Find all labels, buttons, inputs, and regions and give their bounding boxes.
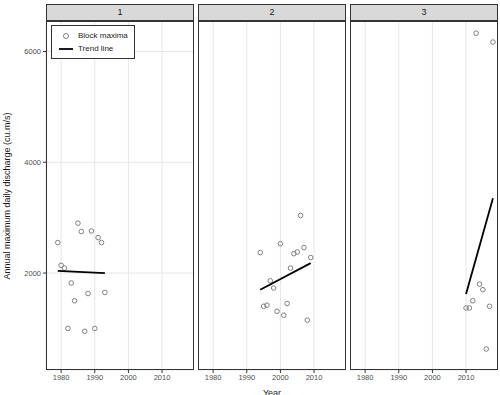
svg-text:1990: 1990: [238, 373, 255, 382]
svg-text:4000: 4000: [24, 158, 41, 167]
svg-text:2010: 2010: [154, 373, 171, 382]
svg-text:2010: 2010: [306, 373, 323, 382]
html-text:Block maxima: Block maxima: [78, 31, 128, 40]
svg-text:2000: 2000: [272, 373, 289, 382]
html-text:Annual maximum daily discharge: Annual maximum daily discharge (cu.m/s): [2, 112, 12, 279]
svg-text:1990: 1990: [86, 373, 103, 382]
svg-text:2000: 2000: [24, 269, 41, 278]
svg-text:1980: 1980: [205, 373, 222, 382]
svg-text:2000: 2000: [120, 373, 137, 382]
html-text:2: 2: [269, 7, 275, 17]
svg-text:1980: 1980: [357, 373, 374, 382]
html-text:3: 3: [421, 7, 427, 17]
html-text:Trend line: Trend line: [78, 44, 114, 53]
svg-text:1980: 1980: [53, 373, 70, 382]
svg-text:2000: 2000: [424, 373, 441, 382]
svg-text:6000: 6000: [24, 47, 41, 56]
html-text:1: 1: [117, 7, 123, 17]
svg-text:1990: 1990: [390, 373, 407, 382]
svg-text:2010: 2010: [458, 373, 475, 382]
